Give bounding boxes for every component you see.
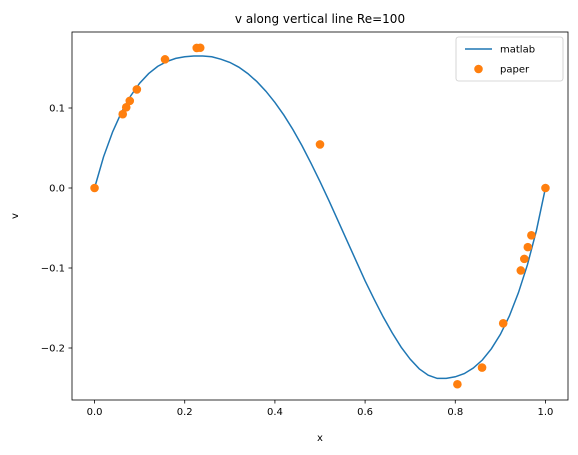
y-tick-label: −0.1 [41,264,65,275]
x-tick-label: 0.2 [177,407,193,418]
data-point-paper [477,363,487,372]
y-tick-label: −0.2 [41,344,65,355]
data-point-paper [125,96,135,106]
data-point-paper [132,85,142,94]
data-point-paper [160,55,170,64]
data-point-paper [520,254,529,264]
legend-label-matlab: matlab [500,45,535,56]
data-point-paper [453,379,462,389]
x-tick-label: 1.0 [538,407,554,418]
data-point-paper [498,318,508,328]
x-axis-label: x [317,433,323,444]
x-tick-label: 0.8 [447,407,463,418]
x-tick-label: 0.0 [87,407,103,418]
legend: matlab paper [455,36,564,82]
axes-frame [71,31,569,401]
plot-area [90,43,550,389]
legend-label-paper: paper [500,65,530,76]
x-tick-label: 0.6 [357,407,373,418]
y-tick-label: 0.1 [49,104,65,115]
y-axis: −0.2 −0.1 0.0 0.1 [41,104,72,355]
data-point-paper [90,183,99,193]
data-point-paper [118,109,128,119]
data-point-paper [195,43,205,53]
data-point-paper [527,230,536,240]
data-point-paper [541,183,550,193]
data-point-paper [315,140,325,149]
x-axis: 0.0 0.2 0.4 0.6 0.8 1.0 [87,400,554,418]
series-line-matlab [93,55,547,380]
chart-title: v along vertical line Re=100 [235,12,405,26]
legend-box [455,36,564,82]
y-axis-label: v [10,213,21,219]
legend-swatch-paper [474,64,483,74]
x-tick-label: 0.4 [267,407,283,418]
data-point-paper [121,102,131,112]
data-point-paper [523,242,533,252]
y-tick-label: 0.0 [49,184,65,195]
data-point-paper [516,266,526,275]
